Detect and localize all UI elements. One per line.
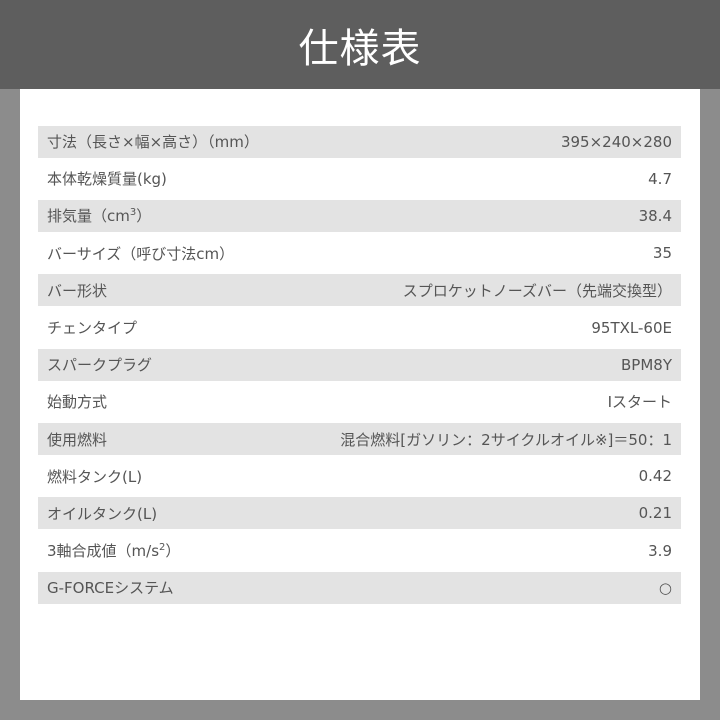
- spec-value: 0.21: [638, 504, 672, 523]
- page-title: 仕様表: [298, 25, 422, 72]
- spec-label-text: 使用燃料: [47, 430, 108, 449]
- spec-label-text: 始動方式: [47, 393, 108, 412]
- spec-value: 35: [652, 244, 672, 263]
- spec-row: 3軸合成値（m/s2） 3.9: [38, 532, 681, 569]
- spec-label-text: 燃料タンク(L): [47, 467, 143, 486]
- spec-row: 始動方式 Iスタート: [38, 383, 681, 420]
- spec-value: 3.9: [648, 541, 672, 560]
- spec-label: 燃料タンク(L): [47, 466, 142, 487]
- spec-label-text: 寸法（長さ×幅×高さ）（mm）: [47, 133, 259, 152]
- spec-label: 本体乾燥質量(kg): [47, 168, 167, 189]
- spec-value: 95TXL-60E: [591, 318, 672, 337]
- spec-label: 始動方式: [47, 391, 107, 412]
- spec-label-text: G-FORCEシステム: [47, 579, 174, 598]
- spec-label-text: バーサイズ（呼び寸法cm）: [47, 244, 235, 263]
- spec-value: BPM8Y: [621, 355, 672, 374]
- spec-label-text: チェンタイプ: [47, 319, 138, 338]
- spec-row: 燃料タンク(L) 0.42: [38, 458, 681, 495]
- spec-label: 使用燃料: [47, 429, 107, 450]
- spec-label-sup: 2: [159, 542, 166, 554]
- spec-row: 排気量（cm3） 38.4: [38, 199, 681, 232]
- spec-label: 3軸合成値（m/s2）: [47, 540, 180, 561]
- spec-label-text: 本体乾燥質量(kg): [47, 170, 167, 189]
- spec-value: スプロケットノーズバー（先端交換型）: [402, 281, 672, 300]
- spec-value: ○: [658, 578, 672, 597]
- spec-table: 寸法（長さ×幅×高さ）（mm） 395×240×280 本体乾燥質量(kg) 4.7 排…: [38, 123, 681, 606]
- spec-label: スパークプラグ: [47, 354, 152, 375]
- spec-label: バーサイズ（呼び寸法cm）: [47, 243, 234, 264]
- spec-label: 寸法（長さ×幅×高さ）（mm）: [47, 131, 259, 152]
- spec-value: Iスタート: [607, 393, 672, 412]
- spec-value: 38.4: [638, 206, 672, 225]
- spec-label: オイルタンク(L): [47, 503, 157, 524]
- spec-label-text: 3軸合成値（m/s: [47, 542, 160, 561]
- spec-row: オイルタンク(L) 0.21: [38, 497, 681, 530]
- spec-label-suffix: ）: [136, 207, 152, 226]
- spec-row: G-FORCEシステム ○: [38, 571, 681, 604]
- spec-label-text: オイルタンク(L): [47, 504, 158, 523]
- spec-row: スパークプラグ BPM8Y: [38, 348, 681, 381]
- spec-value: 4.7: [648, 169, 672, 188]
- spec-value: 0.42: [638, 467, 672, 486]
- spec-label: バー形状: [47, 280, 107, 301]
- spec-label-sup: 3: [129, 207, 137, 219]
- spec-label-text: 排気量（cm: [47, 207, 130, 226]
- spec-row: バーサイズ（呼び寸法cm） 35: [38, 235, 681, 272]
- spec-label: G-FORCEシステム: [47, 577, 174, 598]
- spec-panel: 寸法（長さ×幅×高さ）（mm） 395×240×280 本体乾燥質量(kg) 4.7 排…: [20, 89, 700, 700]
- spec-value: 395×240×280: [560, 132, 672, 151]
- spec-value: 混合燃料[ガソリン：2サイクルオイル※]＝50：1: [340, 430, 672, 449]
- spec-label-text: スパークプラグ: [47, 356, 153, 375]
- spec-label: チェンタイプ: [47, 317, 137, 338]
- spec-row: 使用燃料 混合燃料[ガソリン：2サイクルオイル※]＝50：1: [38, 423, 681, 456]
- spec-row: 本体乾燥質量(kg) 4.7: [38, 160, 681, 197]
- spec-label: 排気量（cm3）: [47, 205, 151, 226]
- spec-label-suffix: ）: [165, 542, 181, 561]
- spec-row: バー形状 スプロケットノーズバー（先端交換型）: [38, 274, 681, 307]
- spec-row: チェンタイプ 95TXL-60E: [38, 309, 681, 346]
- spec-row: 寸法（長さ×幅×高さ）（mm） 395×240×280: [38, 125, 681, 158]
- header-bar: 仕様表: [0, 0, 720, 89]
- spec-label-text: バー形状: [47, 281, 108, 300]
